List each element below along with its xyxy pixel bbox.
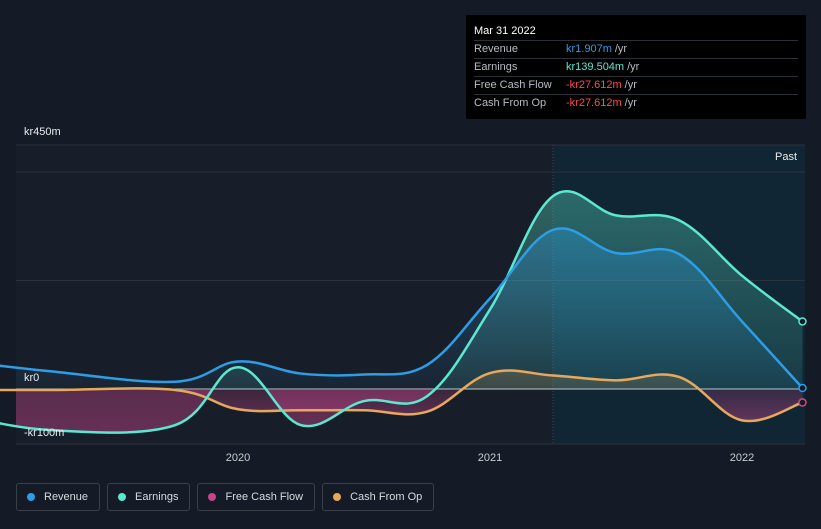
legend-item-revenue[interactable]: Revenue <box>16 483 101 511</box>
legend-label: Earnings <box>135 491 179 503</box>
y-tick-label: kr0 <box>24 372 39 384</box>
y-tick-label: -kr100m <box>24 427 64 439</box>
legend-dot-icon <box>118 493 127 501</box>
series-endpoint-revenue <box>798 383 807 393</box>
tooltip-value: -kr27.612m <box>566 97 622 109</box>
tooltip-row-cash-from-op: Cash From Op -kr27.612m /yr <box>474 94 798 112</box>
axis-labels: kr450m kr0 -kr100m 2020 2021 2022 Past <box>24 126 797 464</box>
area-cash-from-op <box>16 370 803 389</box>
tooltip-label: Free Cash Flow <box>474 79 552 91</box>
tooltip-date: Mar 31 2022 <box>474 25 536 37</box>
tooltip-row-free-cash-flow: Free Cash Flow -kr27.612m /yr <box>474 76 798 94</box>
series-line-revenue <box>0 227 804 390</box>
tooltip-panel: Mar 31 2022 Revenue kr1.907m /yr Earning… <box>466 15 806 119</box>
tooltip-row-earnings: Earnings kr139.504m /yr <box>474 58 798 76</box>
legend-dot-icon <box>208 493 217 501</box>
legend-dot-icon <box>27 493 35 501</box>
tooltip-value: kr139.504m <box>566 61 625 73</box>
x-tick-label: 2021 <box>478 452 502 464</box>
legend-label: Cash From Op <box>350 491 423 503</box>
y-tick-label: kr450m <box>24 126 61 138</box>
tooltip-row-revenue: Revenue kr1.907m /yr <box>474 40 798 58</box>
series-endpoint-free-cash-flow <box>798 398 807 407</box>
legend-item-cash-from-op[interactable]: Cash From Op <box>322 483 435 511</box>
series-line-cash-from-op <box>0 369 804 423</box>
series-areas <box>16 191 803 433</box>
x-tick-label: 2022 <box>730 452 754 464</box>
tooltip-value: -kr27.612m <box>566 79 622 91</box>
tooltip-unit: /yr <box>624 97 637 109</box>
area-revenue <box>16 228 803 389</box>
tooltip-unit: /yr <box>624 79 637 91</box>
series-lines <box>0 189 807 434</box>
tooltip-label: Cash From Op <box>474 97 547 109</box>
past-label: Past <box>775 151 797 163</box>
legend-item-earnings[interactable]: Earnings <box>107 483 191 511</box>
legend-label: Free Cash Flow <box>225 491 304 503</box>
tooltip-label: Earnings <box>474 61 518 73</box>
chart-legend: Revenue Earnings Free Cash Flow Cash Fro… <box>16 483 435 511</box>
area-negative-cash-from-op <box>16 389 803 422</box>
legend-dot-icon <box>333 493 342 501</box>
x-tick-label: 2020 <box>226 452 250 464</box>
tooltip-label: Revenue <box>474 43 519 55</box>
tooltip-unit: /yr <box>614 43 628 55</box>
legend-item-free-cash-flow[interactable]: Free Cash Flow <box>197 483 316 511</box>
series-endpoint-earnings <box>798 317 807 326</box>
tooltip-value: kr1.907m <box>566 43 612 55</box>
series-line-earnings <box>0 189 804 434</box>
tooltip-unit: /yr <box>627 61 640 73</box>
legend-label: Revenue <box>44 491 89 503</box>
